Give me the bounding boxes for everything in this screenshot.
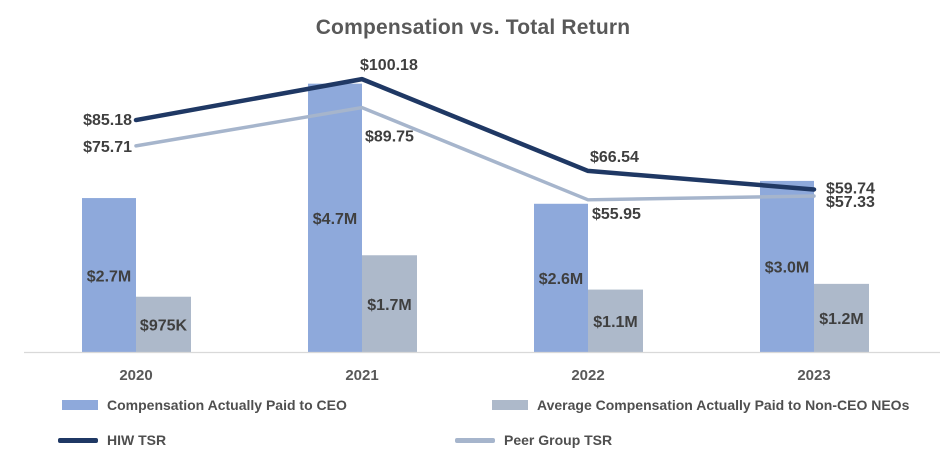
line-peer-group-tsr [134, 105, 816, 202]
line-label-hiw-tsr-2020: $85.18 [83, 112, 132, 129]
line-label-peer-group-tsr-2023: $57.33 [826, 194, 875, 211]
bar-label-neo-2020: $975K [140, 318, 188, 335]
bar-ceo-2020 [82, 198, 136, 353]
bar-label-ceo-2020: $2.7M [87, 268, 131, 285]
plot-area: $2.7M $4.7M $2.6M $3.0M $975K $1.7M $1.1M $1.2M… [24, 57, 940, 384]
legend-label-neo-compensation: Average Compensation Actually Paid to No… [537, 397, 910, 413]
legend-item-neo-compensation: Average Compensation Actually Paid to No… [492, 397, 909, 413]
bar-label-neo-2021: $1.7M [367, 297, 411, 314]
x-tick-2021: 2021 [345, 367, 378, 384]
line-hiw-tsr [133, 76, 817, 192]
bar-label-ceo-2023: $3.0M [765, 260, 809, 277]
bar-label-neo-2023: $1.2M [819, 311, 863, 328]
bar-label-ceo-2022: $2.6M [539, 271, 583, 288]
legend-swatch-ceo-bar [62, 400, 98, 410]
legend-label-ceo-compensation: Compensation Actually Paid to CEO [107, 397, 347, 413]
legend-swatch-neo-bar [492, 400, 528, 410]
legend-item-peer-group-tsr: Peer Group TSR [455, 432, 612, 448]
x-tick-2022: 2022 [571, 367, 604, 384]
x-tick-2023: 2023 [797, 367, 830, 384]
bar-ceo-2023 [760, 180, 814, 353]
legend-label-peer-group-tsr: Peer Group TSR [504, 432, 613, 448]
x-tick-2020: 2020 [119, 367, 152, 384]
legend-item-ceo-compensation: Compensation Actually Paid to CEO [62, 397, 347, 413]
line-label-peer-group-tsr-2020: $75.71 [83, 139, 132, 156]
line-label-peer-group-tsr-2022: $55.95 [592, 206, 641, 223]
line-label-hiw-tsr-2023: $59.74 [826, 180, 875, 197]
legend-label-hiw-tsr: HIW TSR [107, 432, 167, 448]
legend-item-hiw-tsr: HIW TSR [58, 432, 166, 448]
bar-neo-2022 [588, 289, 643, 353]
bar-ceo-2021 [308, 83, 362, 353]
line-label-hiw-tsr-2022: $66.54 [590, 149, 639, 166]
bar-ceo-2022 [534, 203, 588, 353]
legend-swatch-hiw-line [58, 437, 98, 443]
bar-neo-2020 [136, 296, 191, 353]
bar-label-ceo-2021: $4.7M [313, 211, 357, 228]
bar-neo-2021 [362, 255, 417, 353]
line-label-hiw-tsr-2021: $100.18 [360, 57, 418, 74]
line-label-peer-group-tsr-2021: $89.75 [365, 129, 414, 146]
bar-neo-2023 [814, 283, 869, 353]
bar-label-neo-2022: $1.1M [593, 314, 637, 331]
legend-swatch-peer-line [455, 437, 495, 443]
chart-title: Compensation vs. Total Return [315, 16, 631, 39]
